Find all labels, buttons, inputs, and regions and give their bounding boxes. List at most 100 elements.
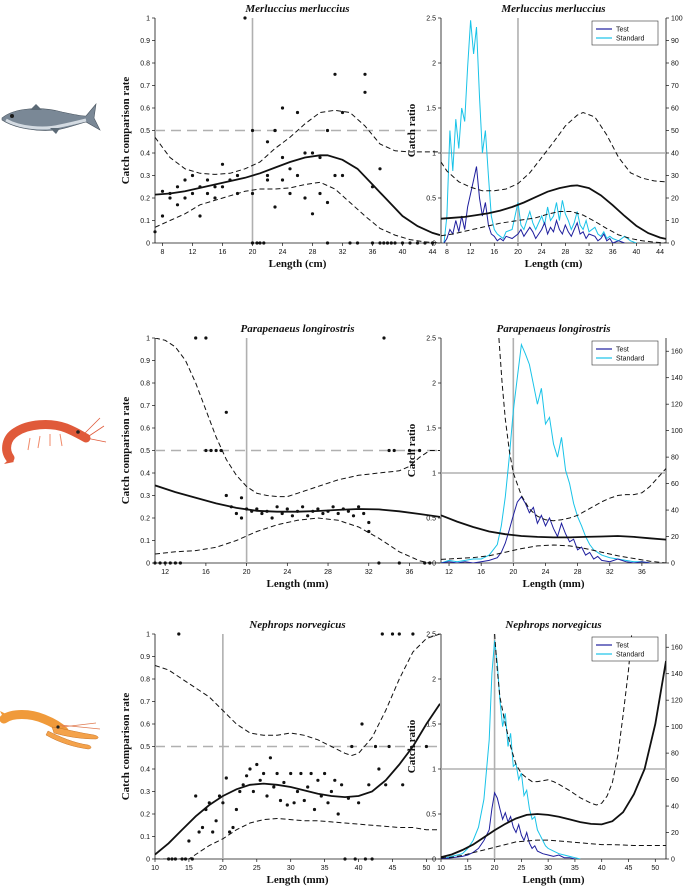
- data-point: [285, 803, 289, 807]
- y-tick-label: 0.5: [426, 196, 436, 203]
- data-point: [180, 857, 184, 861]
- data-point: [355, 241, 360, 245]
- data-point: [265, 794, 269, 798]
- data-point: [250, 191, 255, 196]
- lobster-icon: [0, 710, 101, 750]
- data-point: [248, 767, 252, 771]
- data-point: [234, 807, 238, 812]
- y2-tick-label: 40: [671, 151, 679, 158]
- data-point: [211, 830, 215, 834]
- x-tick-label: 28: [561, 249, 569, 256]
- y2-tick-label: 0: [671, 241, 675, 248]
- data-point: [397, 561, 401, 565]
- y-tick-label: 2: [432, 381, 436, 388]
- y-tick-label: 0.7: [140, 83, 150, 90]
- y2-tick-label: 60: [671, 481, 679, 488]
- data-point: [310, 151, 315, 155]
- x-axis-label: Length (mm): [522, 578, 584, 590]
- data-point: [280, 511, 284, 516]
- data-point: [343, 857, 347, 861]
- legend: Test Standard: [591, 340, 659, 366]
- data-point: [325, 128, 330, 133]
- data-point: [363, 857, 367, 861]
- ci-lower-line: [441, 211, 666, 243]
- y-tick-label: 0.8: [140, 381, 150, 388]
- data-point: [217, 794, 222, 798]
- legend: Test Standard: [591, 636, 659, 662]
- x-tick-label: 8: [445, 249, 449, 256]
- data-point: [214, 448, 218, 453]
- data-point: [378, 167, 382, 171]
- data-point: [306, 514, 310, 518]
- series-line-standard: [441, 342, 650, 563]
- y-tick-label: 0.9: [140, 654, 150, 661]
- data-point: [260, 511, 264, 516]
- data-point: [295, 110, 300, 115]
- data-point: [224, 776, 228, 780]
- data-point: [318, 155, 322, 160]
- y-tick-label: 0: [432, 561, 436, 568]
- ci-lower-line: [155, 181, 440, 243]
- x-tick-label: 30: [287, 865, 295, 872]
- data-point: [392, 448, 396, 453]
- data-point: [238, 789, 242, 794]
- data-point: [430, 241, 435, 245]
- x-axis-label: Length (cm): [525, 258, 583, 270]
- data-point: [213, 196, 217, 200]
- fit-curve: [441, 184, 666, 240]
- y-tick-label: 0.6: [140, 426, 150, 433]
- x-tick-label: 16: [202, 569, 210, 576]
- data-point: [370, 857, 374, 861]
- y-tick-label: 0.9: [140, 358, 150, 365]
- legend-label-test: Test: [616, 27, 629, 34]
- y-tick-label: 0.2: [140, 516, 150, 523]
- data-point: [357, 801, 361, 805]
- data-point: [341, 507, 345, 511]
- y-tick-label: 0.8: [140, 677, 150, 684]
- y-tick-label: 0.7: [140, 699, 150, 706]
- x-tick-label: 36: [406, 569, 414, 576]
- fit-curve: [155, 154, 440, 236]
- x-tick-label: 32: [585, 249, 593, 256]
- data-point: [213, 185, 217, 189]
- series-line-standard: [443, 20, 637, 243]
- data-point: [380, 632, 384, 636]
- chart-title: Parapenaeus longirostris: [241, 323, 355, 335]
- y-tick-label: 0.4: [140, 767, 150, 774]
- series-line-test: [443, 166, 625, 243]
- data-point: [428, 561, 432, 565]
- y-tick-label: 0.8: [140, 61, 150, 68]
- data-point: [243, 16, 247, 20]
- x-tick-label: 40: [399, 249, 407, 256]
- data-point: [262, 241, 266, 245]
- data-point: [200, 825, 205, 830]
- y-tick-label: 0.6: [140, 722, 150, 729]
- data-point: [397, 632, 401, 636]
- data-point: [205, 178, 210, 182]
- x-tick-label: 44: [656, 249, 664, 256]
- data-point: [346, 796, 350, 800]
- x-tick-label: 40: [355, 865, 363, 872]
- ci-lower-line: [441, 544, 666, 563]
- x-tick-label: 32: [606, 569, 614, 576]
- data-point: [194, 794, 198, 798]
- y-tick-label: 1: [432, 471, 436, 478]
- data-point: [357, 505, 361, 509]
- data-point: [255, 762, 259, 767]
- y-tick-label: 1.5: [426, 106, 436, 113]
- x-tick-label: 36: [609, 249, 617, 256]
- ci-upper-line: [155, 634, 440, 757]
- x-tick-label: 50: [423, 865, 431, 872]
- data-point: [336, 511, 340, 516]
- data-point: [393, 241, 397, 245]
- y-axis-label: Catch comparison rate: [120, 693, 132, 801]
- y-tick-label: 0.5: [140, 744, 150, 751]
- data-point: [306, 785, 310, 789]
- data-point: [187, 839, 191, 843]
- data-point: [280, 178, 285, 182]
- data-point: [407, 448, 412, 453]
- x-tick-label: 20: [491, 865, 499, 872]
- x-tick-label: 8: [161, 249, 165, 256]
